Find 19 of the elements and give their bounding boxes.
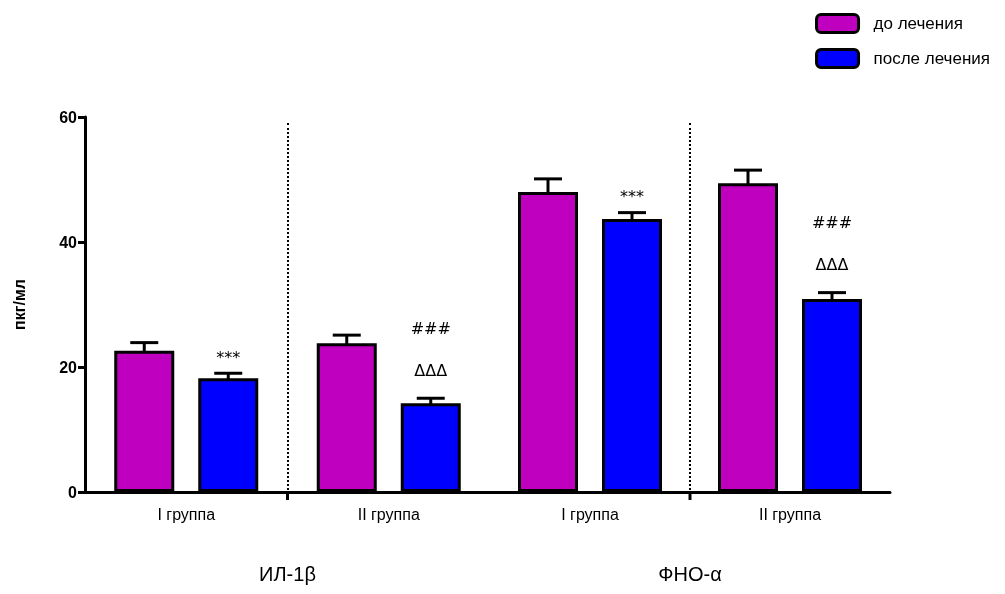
x-tick-label: II группа — [357, 505, 420, 523]
y-tick-label: 40 — [59, 233, 78, 251]
legend-label: до лечения — [873, 14, 963, 33]
x-axis-title: ФНО-α — [658, 563, 722, 585]
annotation: ΔΔΔ — [414, 360, 448, 380]
annotation: *** — [620, 187, 644, 207]
annotation: ### — [811, 213, 853, 233]
y-axis-title: пкг/мл — [10, 279, 28, 330]
x-tick-label: I группа — [157, 505, 216, 523]
annotation: *** — [216, 347, 241, 367]
legend-label: после лечения — [873, 49, 990, 68]
annotation: ΔΔΔ — [815, 255, 849, 275]
y-tick-label: 0 — [68, 483, 78, 501]
x-tick-label: I группа — [561, 505, 619, 523]
y-tick-label: 60 — [59, 108, 78, 126]
annotation: ### — [410, 318, 451, 338]
y-tick-label: 20 — [59, 358, 78, 376]
x-tick-label: II группа — [758, 505, 822, 523]
x-axis-title: ИЛ-1β — [259, 563, 316, 585]
